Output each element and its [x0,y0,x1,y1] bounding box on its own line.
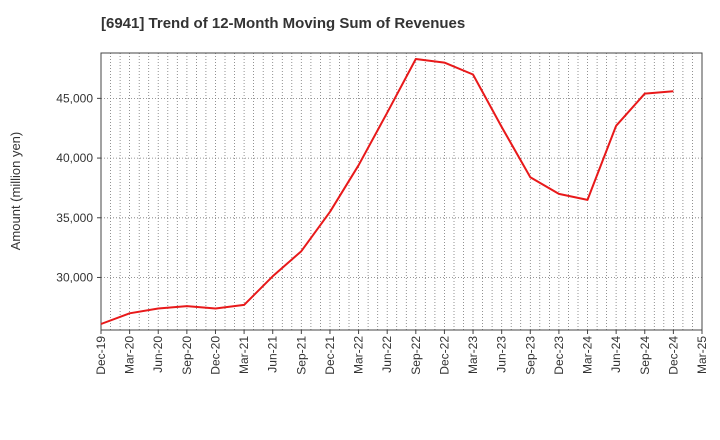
x-tick-label: Jun-22 [380,336,394,373]
x-tick-label: Jun-24 [609,336,623,373]
grid-lines [101,53,702,330]
x-tick-label: Mar-20 [123,336,137,374]
chart-title: [6941] Trend of 12-Month Moving Sum of R… [101,15,466,32]
y-tick-label: 30,000 [56,270,93,284]
x-tick-label: Mar-24 [581,336,595,374]
x-tick-label: Sep-24 [638,336,652,375]
series-layer [100,58,674,325]
x-tick-label: Dec-23 [552,336,566,375]
x-tick-label: Jun-21 [266,336,280,373]
x-tick-label: Sep-21 [294,336,308,375]
y-axis-ticks: 30,000 35,000 40,000 45,000 [56,91,101,284]
y-tick-label: 40,000 [56,151,93,165]
y-tick-label: 35,000 [56,211,93,225]
x-tick-label: Mar-22 [352,336,366,374]
y-axis-label: Amount (million yen) [8,132,23,251]
x-tick-label: Dec-21 [323,336,337,375]
x-tick-label: Sep-23 [523,336,537,375]
x-tick-label: Mar-21 [237,336,251,374]
plot-area-frame [100,52,703,331]
x-tick-label: Dec-19 [94,336,108,375]
x-axis-ticks: Dec-19 Mar-20 Jun-20 Sep-20 Dec-20 Mar-21 Jun-… [94,330,709,375]
x-tick-label: Mar-25 [695,336,709,374]
x-tick-label: Sep-22 [409,336,423,375]
x-tick-label: Dec-20 [209,336,223,375]
x-tick-label: Dec-22 [437,336,451,375]
x-tick-label: Jun-20 [151,336,165,373]
x-tick-label: Sep-20 [180,336,194,375]
y-tick-label: 45,000 [56,91,93,105]
x-tick-label: Jun-23 [495,336,509,373]
x-tick-label: Dec-24 [666,336,680,375]
x-tick-label: Mar-23 [466,336,480,374]
